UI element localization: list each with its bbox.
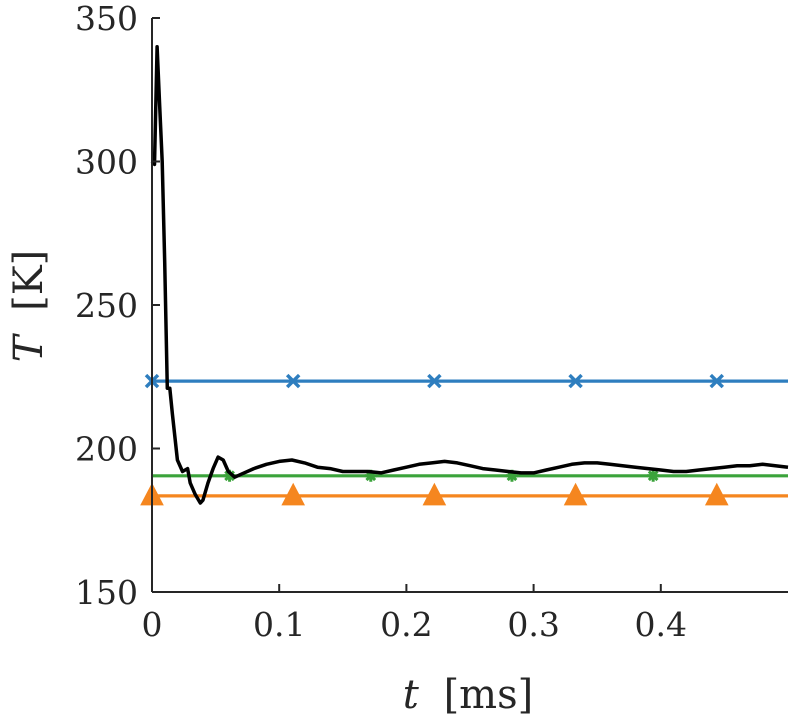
- y-tick-label: 350: [75, 0, 138, 38]
- x-tick-label: 0.1: [253, 605, 305, 644]
- triangle-marker: [281, 482, 306, 506]
- ticks-layer: 0 0.1 0.2 0.3 0.4 150 200 250 300 350: [75, 0, 687, 644]
- x-tick-label: 0.2: [380, 605, 432, 644]
- star-marker: [364, 469, 377, 482]
- series-2: [152, 469, 788, 482]
- series-layer: [140, 44, 789, 506]
- y-axis-label-unit: [K]: [6, 250, 52, 311]
- x-marker: [709, 373, 725, 389]
- x-marker: [568, 373, 583, 389]
- series-3: [140, 482, 788, 506]
- x-tick-label: 0: [142, 605, 163, 644]
- triangle-marker: [422, 482, 447, 506]
- y-tick-label: 200: [75, 430, 138, 469]
- y-tick-label: 150: [75, 573, 138, 612]
- triangle-marker: [563, 482, 588, 506]
- x-tick-label: 0.4: [635, 605, 687, 644]
- star-marker: [223, 469, 236, 482]
- y-tick-label: 300: [75, 143, 138, 182]
- star-marker: [505, 469, 518, 482]
- axes-layer: [151, 18, 788, 593]
- x-tick-label: 0.3: [507, 605, 559, 644]
- x-axis-label-unit: [ms]: [444, 672, 534, 718]
- series-line: [150, 44, 789, 505]
- x-axis-label-var: t: [403, 672, 420, 718]
- series-1: [144, 373, 788, 389]
- star-marker: [647, 469, 660, 482]
- x-marker: [285, 373, 301, 389]
- y-axis-label: T [K]: [6, 250, 52, 363]
- y-axis-label-var: T: [6, 332, 52, 362]
- triangle-marker: [704, 482, 729, 506]
- y-tick-label: 250: [75, 286, 138, 325]
- x-marker: [427, 373, 442, 389]
- x-axis-label: t [ms]: [403, 672, 533, 718]
- series-0: [150, 44, 789, 505]
